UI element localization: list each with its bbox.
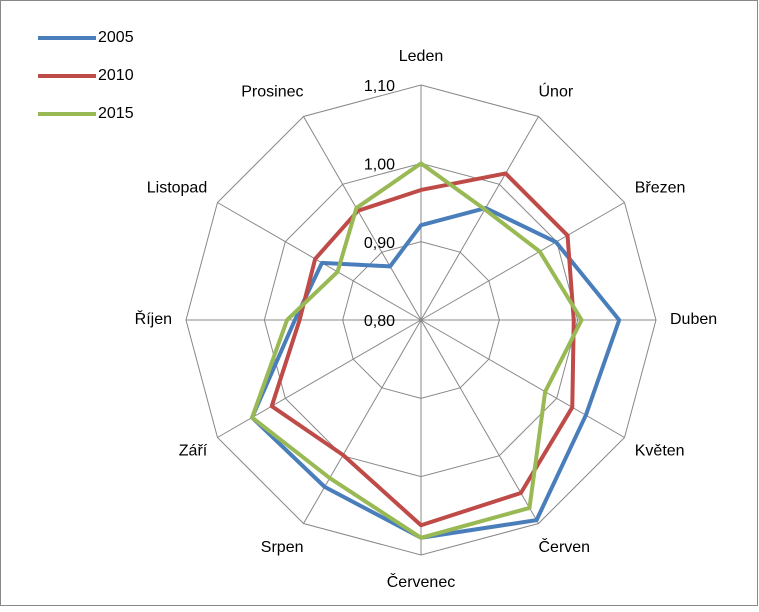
spoke [420,319,539,524]
spoke [420,319,625,438]
r-tick-label: 0,80 [364,313,395,330]
category-label: Květen [635,443,685,460]
category-label: Březen [635,180,686,197]
series-line [250,161,584,540]
spoke [420,116,539,321]
category-label: Září [179,443,208,460]
category-label: Únor [539,81,574,100]
spoke [303,319,422,524]
category-label: Červen [539,537,591,556]
category-label: Říjen [135,309,172,328]
series-line [269,171,576,528]
spoke [420,202,625,321]
legend-label: 2005 [98,29,134,46]
legend-label: 2010 [98,67,134,84]
category-label: Listopad [147,180,208,197]
spoke [217,202,422,321]
r-tick-label: 0,90 [364,235,395,252]
category-label: Duben [670,311,717,328]
r-tick-label: 1,00 [364,157,395,174]
category-label: Srpen [261,539,304,556]
category-label: Prosinec [241,83,303,100]
r-tick-label: 1,10 [364,78,395,95]
category-label: Červenec [387,572,455,591]
spoke [303,116,422,321]
category-label: Leden [399,48,444,65]
legend-label: 2015 [98,105,134,122]
